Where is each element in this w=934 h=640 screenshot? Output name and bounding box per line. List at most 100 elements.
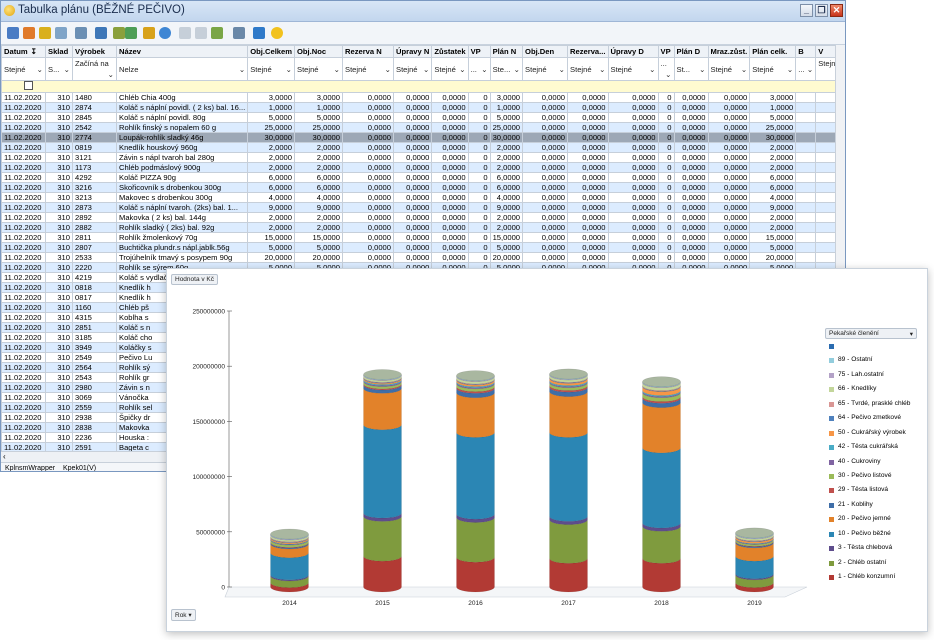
table-cell[interactable]: 0,0000	[522, 182, 569, 193]
table-cell[interactable]: 2,0000	[247, 222, 295, 233]
table-cell[interactable]: 6,0000	[489, 182, 524, 193]
table-cell[interactable]: 11.02.2020	[1, 92, 46, 103]
legend-item[interactable]: 10 - Pečivo běžné	[829, 527, 919, 541]
legend-item[interactable]: 89 - Ostatní	[829, 353, 919, 367]
table-cell[interactable]: 0,0000	[522, 92, 569, 103]
table-row[interactable]: 11.02.2020 310 2845 Koláč s náplní povidl. …	[1, 112, 845, 123]
chevron-down-icon[interactable]: ⌄	[422, 64, 430, 74]
column-header[interactable]: Obj.Den	[522, 45, 569, 58]
table-cell[interactable]: 1,0000	[247, 102, 295, 113]
chevron-down-icon[interactable]: ⌄	[36, 64, 43, 74]
table-cell[interactable]: 0,0000	[567, 172, 609, 183]
table-cell[interactable]: 0,0000	[567, 132, 609, 143]
legend-item[interactable]: 50 - Cukrářský výrobek	[829, 426, 919, 440]
table-cell[interactable]: 2543	[72, 372, 117, 383]
table-cell[interactable]: 310	[45, 342, 73, 353]
table-cell[interactable]: 0	[467, 192, 491, 203]
table-row[interactable]: 11.02.2020 310 2533 Trojúhelník tmavý s pos…	[1, 252, 845, 263]
chevron-down-icon[interactable]: ⌄	[665, 70, 672, 79]
table-cell[interactable]: 6,0000	[247, 182, 295, 193]
table-cell[interactable]: 0,0000	[673, 222, 709, 233]
table-cell[interactable]: 310	[45, 142, 73, 153]
table-cell[interactable]: 0,0000	[707, 102, 751, 113]
table-cell[interactable]: 0,0000	[431, 212, 469, 223]
table-cell[interactable]: 0,0000	[522, 242, 569, 253]
table-cell[interactable]: 5,0000	[489, 242, 524, 253]
table-cell[interactable]: 310	[45, 362, 73, 373]
table-cell[interactable]: 310	[45, 172, 73, 183]
new-row-icon[interactable]	[24, 81, 33, 90]
table-cell[interactable]: 0	[657, 132, 675, 143]
table-cell[interactable]: Trojúhelník tmavý s posypem 90g	[115, 252, 249, 263]
table-cell[interactable]: 0	[657, 242, 675, 253]
table-cell[interactable]: 0,0000	[707, 232, 751, 243]
table-cell[interactable]: 0	[657, 152, 675, 163]
table-cell[interactable]: 0,0000	[607, 232, 659, 243]
legend-item[interactable]: 66 - Knedlíky	[829, 382, 919, 396]
filter-cell[interactable]: Stejné ⌄	[392, 57, 433, 81]
table-cell[interactable]: 0,0000	[392, 142, 433, 153]
table-cell[interactable]: 0,0000	[673, 92, 709, 103]
table-cell[interactable]: 0	[467, 102, 491, 113]
edit-record-icon[interactable]	[23, 27, 35, 39]
table-cell[interactable]: 0	[657, 122, 675, 133]
table-cell[interactable]: 0,0000	[567, 112, 609, 123]
legend-item[interactable]: 40 - Cukroviny	[829, 455, 919, 469]
table-cell[interactable]: 0	[467, 152, 491, 163]
table-cell[interactable]: 0,0000	[522, 162, 569, 173]
table-cell[interactable]: 11.02.2020	[1, 202, 46, 213]
chevron-down-icon[interactable]: ⌄	[599, 64, 606, 74]
table-cell[interactable]: Koláč s náplní povidl. 80g	[115, 112, 249, 123]
chevron-down-icon[interactable]: ⌄	[481, 64, 488, 74]
table-cell[interactable]	[795, 222, 817, 233]
table-row[interactable]: 11.02.2020 310 3216 Skořicovník s drobenkou…	[1, 182, 845, 193]
table-cell[interactable]: 2559	[72, 402, 117, 413]
print-icon[interactable]	[113, 27, 125, 39]
table-cell[interactable]: 2774	[72, 132, 117, 143]
table-cell[interactable]: 0	[657, 102, 675, 113]
table-cell[interactable]: Skořicovník s drobenkou 300g	[115, 182, 249, 193]
legend-item[interactable]: 65 - Tvrdé, prasklé chléb	[829, 397, 919, 411]
table-cell[interactable]: 310	[45, 332, 73, 343]
table-cell[interactable]: 0,0000	[342, 242, 394, 253]
table-cell[interactable]: 15,0000	[294, 232, 343, 243]
legend-item[interactable]: 29 - Těsta listová	[829, 483, 919, 497]
column-header[interactable]: Sklad	[45, 45, 73, 58]
table-cell[interactable]: 0,0000	[707, 162, 751, 173]
table-row[interactable]: 11.02.2020 310 4292 Koláč PIZZA 90g 6,0000 6,…	[1, 172, 845, 183]
table-cell[interactable]: 0,0000	[673, 182, 709, 193]
table-cell[interactable]: 0,0000	[567, 122, 609, 133]
table-cell[interactable]: 4,0000	[294, 192, 343, 203]
report-icon[interactable]	[195, 27, 207, 39]
table-row[interactable]: 11.02.2020 310 2882 Rohlík sladký ( 2ks) ba…	[1, 222, 845, 233]
table-cell[interactable]: 0,0000	[607, 242, 659, 253]
table-cell[interactable]: 0,0000	[342, 182, 394, 193]
table-cell[interactable]: 1480	[72, 92, 117, 103]
table-cell[interactable]: Rohlík sladký ( 2ks) bal. 92g	[115, 222, 249, 233]
table-cell[interactable]: 0,0000	[392, 112, 433, 123]
table-cell[interactable]: 310	[45, 92, 73, 103]
table-cell[interactable]	[795, 242, 817, 253]
table-cell[interactable]: 25,0000	[749, 122, 797, 133]
table-cell[interactable]: 0,0000	[707, 192, 751, 203]
table-cell[interactable]: 6,0000	[247, 172, 295, 183]
table-cell[interactable]: 0,0000	[392, 242, 433, 253]
table-cell[interactable]: 3121	[72, 152, 117, 163]
table-cell[interactable]: 2,0000	[294, 152, 343, 163]
table-cell[interactable]: Koláč s náplní tvaroh. (2ks) bal. 1...	[115, 202, 249, 213]
table-cell[interactable]: 11.02.2020	[1, 352, 46, 363]
table-cell[interactable]: 1,0000	[489, 102, 524, 113]
filter-cell[interactable]: Stejné ⌄	[1, 57, 46, 81]
table-cell[interactable]: 11.02.2020	[1, 422, 46, 433]
table-cell[interactable]: 2851	[72, 322, 117, 333]
table-cell[interactable]: 4,0000	[247, 192, 295, 203]
table-cell[interactable]	[795, 212, 817, 223]
table-cell[interactable]: 2220	[72, 262, 117, 273]
chevron-down-icon[interactable]: ⌄	[513, 64, 521, 74]
table-cell[interactable]: 0,0000	[673, 102, 709, 113]
table-cell[interactable]: 3,0000	[749, 92, 797, 103]
table-cell[interactable]: 2,0000	[294, 162, 343, 173]
chevron-down-icon[interactable]: ⌄	[699, 64, 706, 74]
table-cell[interactable]: Loupák-rohlík sladký 46g	[115, 132, 249, 143]
table-cell[interactable]: 310	[45, 192, 73, 203]
